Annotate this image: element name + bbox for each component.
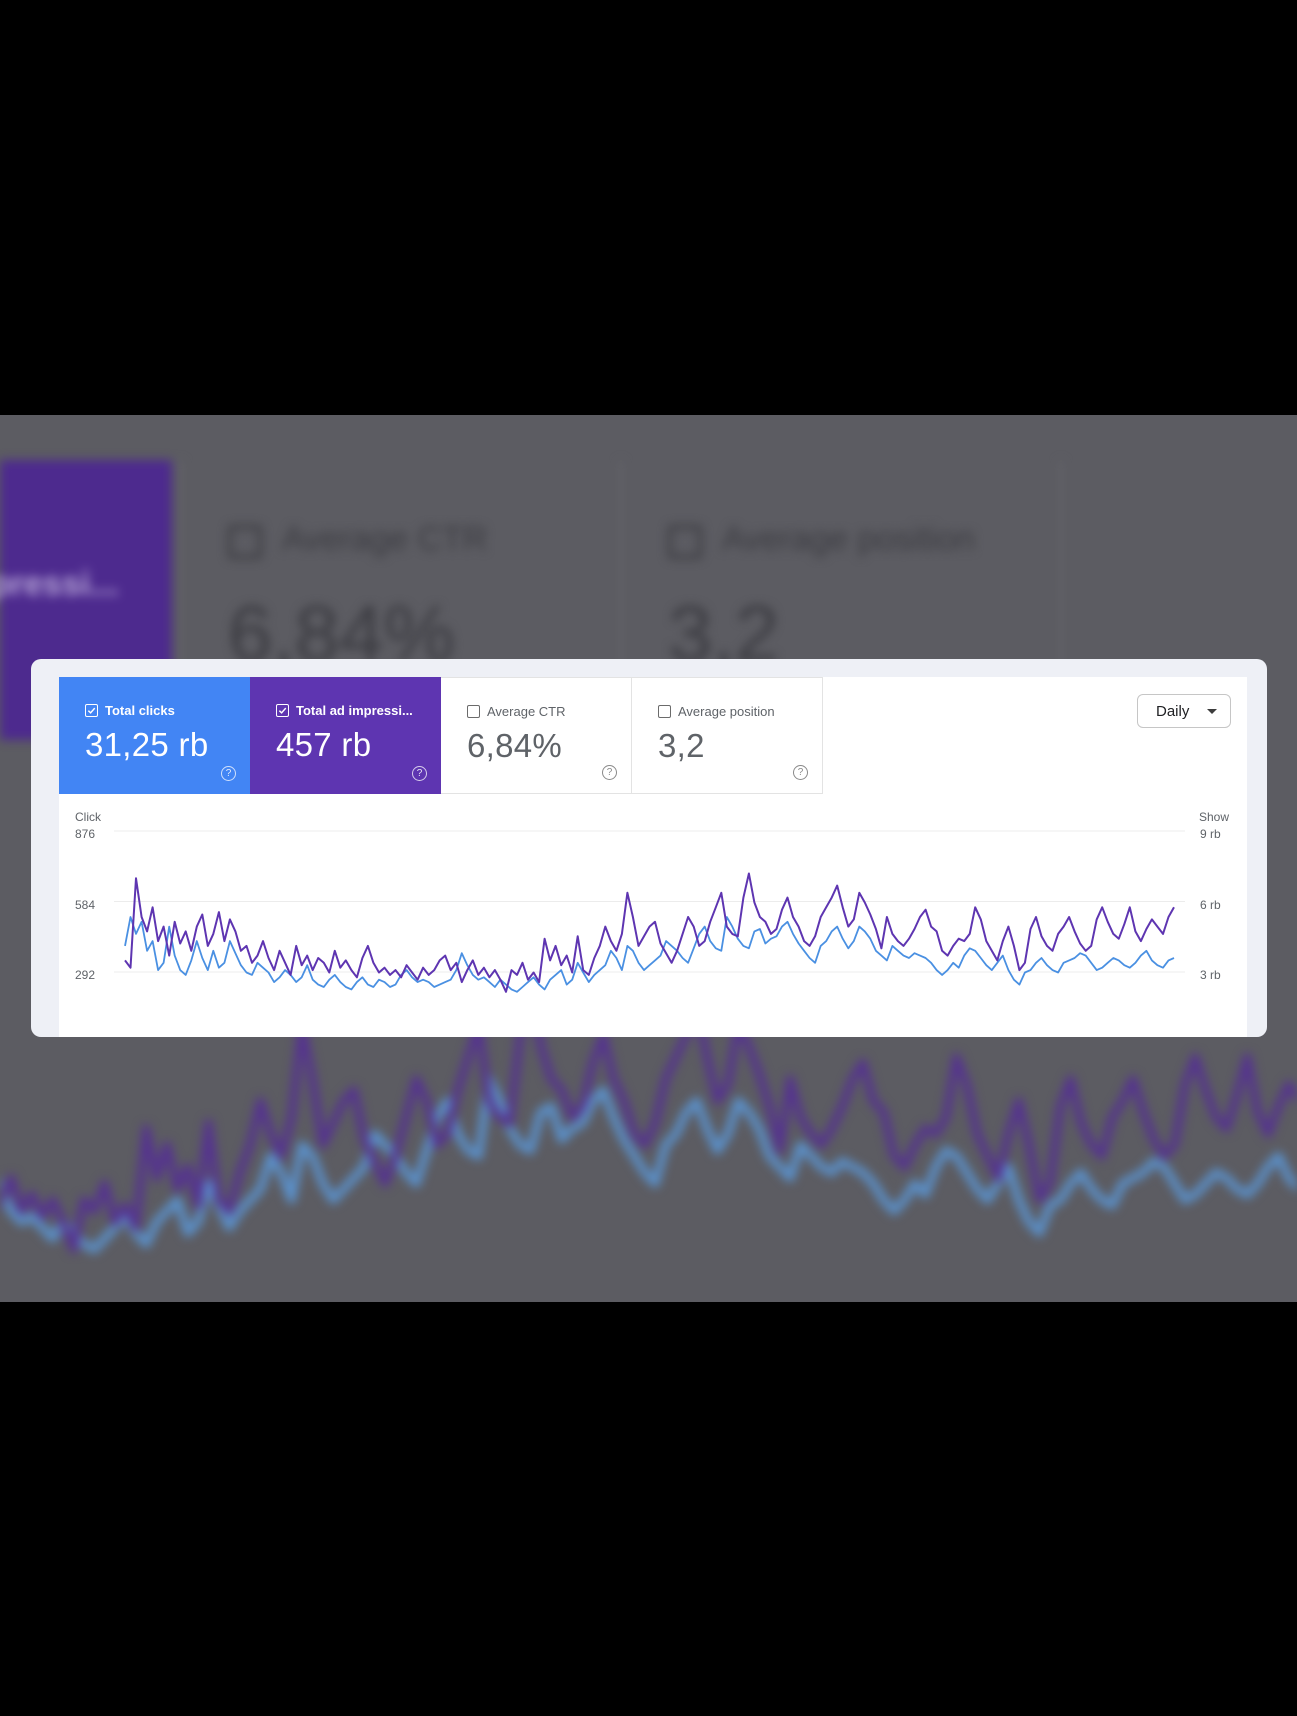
metric-total-ad-impressions[interactable]: Total ad impressi... 457 rb ? [250, 677, 441, 794]
metric-value: 3,2 [658, 727, 705, 764]
bg-metric-position: Average position 3,2 [620, 460, 1060, 685]
performance-panel: Total clicks 31,25 rb ? Total ad impress… [59, 677, 1247, 1037]
metric-total-clicks[interactable]: Total clicks 31,25 rb ? [59, 677, 250, 794]
dropdown-selected-value: Daily [1156, 702, 1190, 720]
metric-label: Total ad impressi... [296, 702, 413, 718]
chart-plot-area [114, 830, 1185, 993]
bg-impressions-label: pressi... [0, 565, 119, 603]
help-icon[interactable]: ? [221, 766, 236, 781]
metric-value: 31,25 rb [85, 726, 209, 763]
left-axis-title: Click [75, 810, 101, 824]
metric-label: Average position [678, 703, 775, 719]
bg-line-chart [0, 1005, 1297, 1254]
help-icon[interactable]: ? [793, 765, 808, 780]
right-tick-label: 6 rb [1200, 898, 1221, 912]
checkbox-unchecked-icon[interactable] [467, 704, 480, 718]
metric-value: 6,84% [467, 727, 563, 764]
series-line-total-clicks [124, 916, 1175, 993]
background-inner: pressi... Average CTR 6,84% Average posi… [0, 415, 1297, 1302]
performance-chart: Click Show 876 584 292 9 rb 6 rb 3 rb [59, 807, 1247, 1037]
bg-series-line [0, 1005, 1297, 1254]
help-icon[interactable]: ? [412, 766, 427, 781]
metric-average-ctr[interactable]: Average CTR 6,84% ? [441, 677, 632, 794]
performance-card: Total clicks 31,25 rb ? Total ad impress… [31, 659, 1267, 1037]
bg-checkbox-position [668, 525, 702, 559]
bg-series-line [0, 1075, 1297, 1254]
bg-metric-ctr: Average CTR 6,84% [180, 460, 620, 685]
left-tick-label: 292 [75, 968, 96, 982]
metric-label: Average CTR [487, 703, 566, 719]
metric-value: 457 rb [276, 726, 372, 763]
granularity-dropdown[interactable]: Daily [1137, 694, 1231, 728]
left-tick-label: 584 [75, 898, 96, 912]
series-line-total-ad-impressions [124, 872, 1175, 993]
bg-metric-empty [1060, 460, 1297, 685]
checkbox-unchecked-icon[interactable] [658, 704, 671, 718]
bg-checkbox-ctr [228, 525, 262, 559]
left-tick-label: 876 [75, 827, 96, 841]
right-tick-label: 3 rb [1200, 968, 1221, 982]
metric-average-position[interactable]: Average position 3,2 ? [632, 677, 823, 794]
bg-metric-label-position: Average position [722, 520, 975, 558]
caret-down-icon [1207, 709, 1217, 714]
bg-metric-label-ctr: Average CTR [282, 520, 488, 558]
metric-label: Total clicks [105, 702, 175, 718]
right-tick-label: 9 rb [1200, 827, 1221, 841]
checkbox-checked-icon[interactable] [276, 703, 289, 717]
right-axis-title: Show [1199, 810, 1230, 824]
help-icon[interactable]: ? [602, 765, 617, 780]
checkbox-checked-icon[interactable] [85, 703, 98, 717]
